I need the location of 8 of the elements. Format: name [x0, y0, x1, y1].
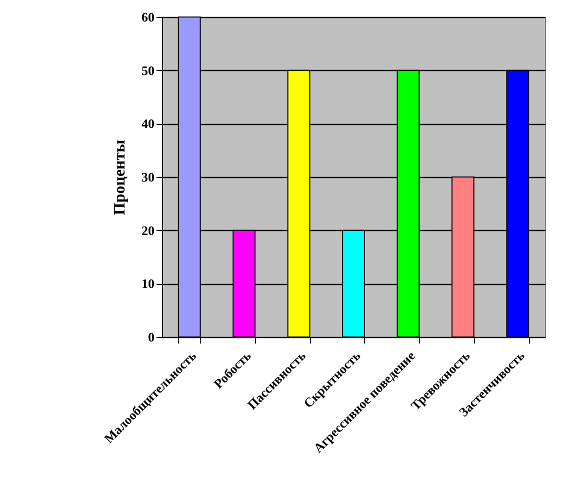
y-tick-label: 50 [142, 62, 154, 78]
y-tick-label: 30 [142, 170, 154, 184]
y-tick-label: 20 [142, 222, 154, 238]
y-tick-label: 0 [148, 330, 154, 344]
y-axis-title: Проценты [112, 139, 128, 216]
y-tick-label: 60 [142, 10, 154, 24]
y-tick-label: 40 [142, 116, 154, 132]
y-tick-label: 10 [142, 276, 154, 292]
